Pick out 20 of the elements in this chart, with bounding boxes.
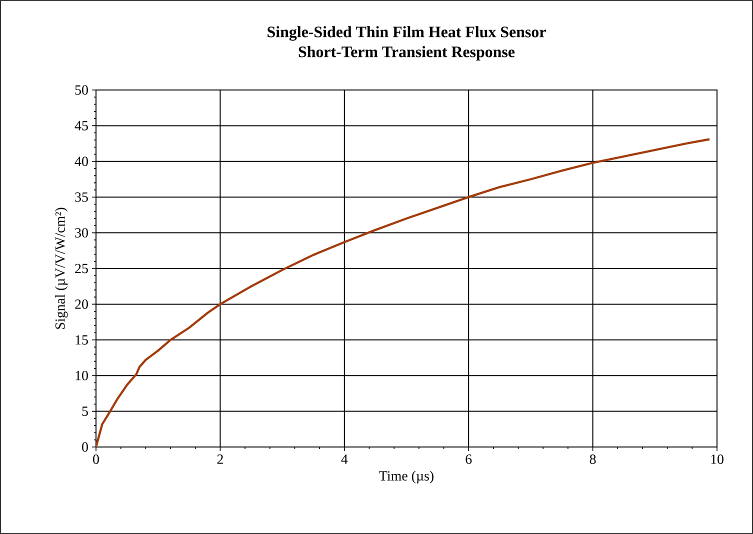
y-axis-title: Signal (µV/V/W/cm²) — [54, 208, 68, 329]
x-tick-label: 10 — [711, 454, 724, 464]
x-axis-title: Time (µs) — [379, 470, 434, 484]
y-tick-label: 50 — [75, 85, 88, 95]
x-tick-label: 8 — [590, 454, 596, 464]
x-tick-label: 4 — [341, 454, 348, 464]
y-tick-label: 40 — [74, 156, 88, 166]
y-tick-label: 5 — [82, 406, 88, 416]
y-tick-label: 15 — [76, 335, 88, 345]
y-tick-label: 0 — [82, 442, 88, 452]
y-tick-label: 30 — [75, 228, 88, 238]
x-tick-label: 2 — [217, 454, 223, 464]
y-tick-label: 20 — [75, 299, 88, 309]
x-tick-label: 0 — [93, 454, 99, 464]
y-tick-label: 35 — [75, 192, 88, 202]
x-tick-label: 6 — [466, 454, 472, 464]
y-tick-label: 25 — [75, 264, 88, 274]
y-tick-label: 45 — [74, 121, 88, 130]
chart-title: Single-Sided Thin Film Heat Flux Sensor Short-Term Transient Response — [268, 26, 546, 60]
y-tick-label: 10 — [76, 370, 88, 380]
